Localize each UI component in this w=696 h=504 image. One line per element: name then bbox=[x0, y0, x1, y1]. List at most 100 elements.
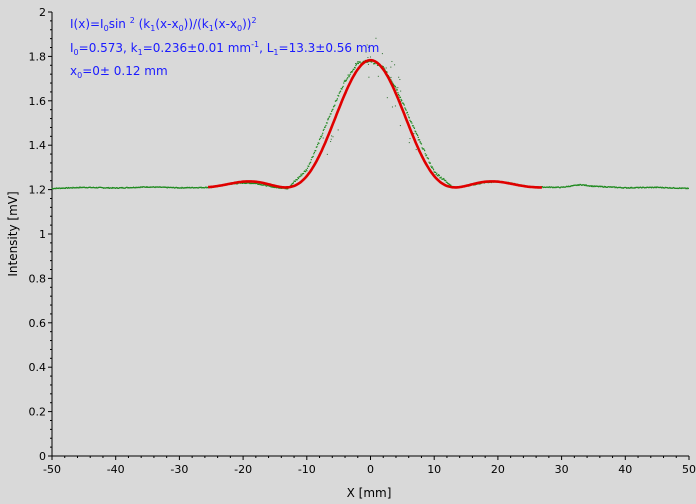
measured-point bbox=[676, 187, 679, 189]
measured-point bbox=[189, 187, 191, 189]
measured-point bbox=[104, 187, 106, 189]
measured-point bbox=[433, 171, 435, 173]
measured-point bbox=[404, 108, 407, 110]
measured-point bbox=[655, 187, 658, 189]
measured-point bbox=[429, 162, 431, 164]
measured-point bbox=[653, 186, 655, 189]
measured-point bbox=[59, 187, 61, 190]
measured-point bbox=[64, 187, 66, 189]
measured-point bbox=[195, 186, 198, 189]
measured-point bbox=[590, 185, 592, 187]
measured-point bbox=[350, 71, 352, 73]
measured-point bbox=[131, 187, 133, 189]
measured-point bbox=[631, 187, 633, 189]
y-tick-label: 2 bbox=[39, 6, 46, 19]
fit-parameters: I0=0.573, k1=0.236±0.01 mm-1, L1=13.3±0.… bbox=[70, 40, 380, 57]
measured-point bbox=[618, 186, 620, 189]
measured-point bbox=[324, 126, 326, 128]
x-tick-label: 0 bbox=[367, 463, 374, 476]
measured-point bbox=[56, 187, 58, 189]
measured-point bbox=[368, 76, 370, 78]
measured-point bbox=[82, 186, 84, 189]
measured-point bbox=[620, 187, 622, 189]
measured-point bbox=[294, 180, 296, 182]
measured-point bbox=[392, 83, 395, 86]
measured-point bbox=[418, 139, 421, 141]
measured-point bbox=[568, 185, 570, 187]
measured-point bbox=[638, 187, 640, 189]
measured-point bbox=[153, 186, 155, 188]
measured-point bbox=[591, 185, 593, 187]
measured-point bbox=[144, 186, 146, 188]
measured-point bbox=[303, 172, 305, 175]
measured-point bbox=[395, 87, 397, 89]
measured-point bbox=[544, 186, 546, 188]
measured-point bbox=[428, 161, 430, 163]
measured-point bbox=[152, 186, 154, 188]
measured-point bbox=[397, 93, 400, 95]
measured-point bbox=[171, 187, 173, 189]
measured-point bbox=[546, 186, 548, 188]
measured-point bbox=[573, 184, 575, 186]
measured-point bbox=[173, 187, 175, 189]
x-tick-label: 20 bbox=[491, 463, 505, 476]
measured-point bbox=[425, 155, 427, 157]
measured-point bbox=[331, 109, 333, 111]
measured-point bbox=[643, 186, 645, 188]
measured-point bbox=[197, 187, 200, 189]
measured-point bbox=[447, 182, 449, 185]
measured-point bbox=[194, 187, 196, 189]
measured-point bbox=[187, 186, 189, 188]
measured-point bbox=[665, 187, 667, 189]
measured-point bbox=[297, 177, 299, 179]
measured-point bbox=[560, 186, 562, 188]
measured-point bbox=[580, 184, 582, 186]
measured-point bbox=[327, 119, 329, 121]
measured-point bbox=[392, 82, 394, 84]
measured-point bbox=[418, 139, 420, 141]
measured-point bbox=[146, 186, 149, 188]
measured-point bbox=[649, 186, 651, 188]
measured-point bbox=[391, 81, 393, 83]
measured-point bbox=[386, 97, 388, 99]
measured-point bbox=[162, 186, 164, 188]
measured-point bbox=[128, 187, 130, 189]
measured-point bbox=[133, 187, 135, 189]
x-tick-label: 50 bbox=[682, 463, 696, 476]
measured-point bbox=[582, 184, 584, 186]
measured-point bbox=[674, 187, 676, 189]
measured-point bbox=[106, 187, 109, 189]
measured-point bbox=[595, 185, 597, 187]
measured-point bbox=[636, 186, 638, 188]
measured-point bbox=[113, 187, 116, 189]
measured-point bbox=[632, 187, 634, 189]
measured-point bbox=[196, 187, 198, 189]
measured-point bbox=[551, 186, 553, 188]
measured-point bbox=[669, 187, 672, 189]
measured-point bbox=[678, 187, 680, 190]
measured-point bbox=[69, 187, 71, 189]
measured-point bbox=[268, 185, 270, 187]
measured-point bbox=[399, 96, 402, 98]
measured-point bbox=[647, 186, 649, 188]
measured-point bbox=[352, 70, 354, 72]
measured-point bbox=[190, 187, 192, 189]
measured-point bbox=[620, 187, 623, 189]
measured-point bbox=[381, 53, 383, 55]
measured-point bbox=[353, 68, 355, 71]
measured-point bbox=[623, 187, 625, 189]
measured-point bbox=[444, 180, 446, 182]
measured-point bbox=[326, 122, 328, 124]
measured-point bbox=[415, 131, 417, 133]
measured-point bbox=[58, 187, 60, 189]
measured-point bbox=[409, 119, 411, 121]
measured-point bbox=[355, 63, 358, 65]
measured-point bbox=[304, 170, 306, 172]
measured-point bbox=[185, 186, 188, 189]
measured-point bbox=[427, 158, 430, 160]
measured-point bbox=[634, 187, 637, 189]
measured-point bbox=[305, 169, 307, 171]
measured-point bbox=[301, 175, 303, 177]
measured-point bbox=[669, 186, 671, 189]
measured-point bbox=[314, 150, 316, 152]
